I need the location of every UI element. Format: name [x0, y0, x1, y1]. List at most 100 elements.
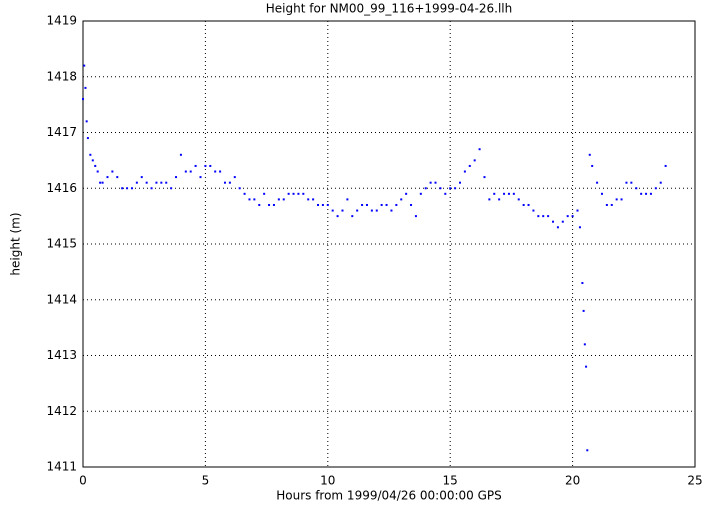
data-point [106, 176, 109, 179]
data-point [99, 181, 102, 184]
data-point [380, 203, 383, 206]
data-point [405, 192, 408, 195]
data-point [184, 170, 187, 173]
data-point [542, 215, 545, 218]
data-point [507, 192, 510, 195]
data-point [219, 170, 222, 173]
x-tick-label: 5 [202, 474, 210, 488]
data-point [605, 203, 608, 206]
data-point [370, 209, 373, 212]
data-point [620, 198, 623, 201]
data-point [532, 209, 535, 212]
data-point [126, 187, 129, 190]
data-point [473, 159, 476, 162]
data-point [272, 203, 275, 206]
data-point [654, 187, 657, 190]
data-point [468, 164, 471, 167]
data-point [204, 164, 207, 167]
data-point [150, 187, 153, 190]
x-tick-label: 10 [320, 474, 335, 488]
data-point [85, 120, 88, 123]
data-point [588, 153, 591, 156]
data-point [503, 192, 506, 195]
y-tick-label: 1411 [46, 460, 77, 474]
data-point [189, 170, 192, 173]
data-point [635, 187, 638, 190]
data-point [586, 449, 589, 452]
data-point [561, 220, 564, 223]
data-point [194, 164, 197, 167]
data-point [83, 64, 86, 67]
y-tick-label: 1415 [46, 237, 77, 251]
data-point [585, 365, 588, 368]
data-point [600, 192, 603, 195]
data-point [419, 192, 422, 195]
data-point [615, 198, 618, 201]
data-point [649, 192, 652, 195]
data-point [346, 198, 349, 201]
data-point [101, 181, 104, 184]
data-point [517, 198, 520, 201]
data-point [94, 164, 97, 167]
data-point [84, 86, 87, 89]
data-point [630, 181, 633, 184]
data-point [444, 192, 447, 195]
data-point [583, 343, 586, 346]
y-tick-label: 1418 [46, 69, 77, 83]
data-point [512, 192, 515, 195]
data-point [488, 198, 491, 201]
data-point [356, 209, 359, 212]
data-point [116, 176, 119, 179]
data-point [351, 215, 354, 218]
data-point [317, 203, 320, 206]
data-point [458, 181, 461, 184]
data-point [385, 203, 388, 206]
y-tick-label: 1413 [46, 348, 77, 362]
data-point [170, 187, 173, 190]
data-point [522, 203, 525, 206]
data-point [414, 215, 417, 218]
data-point [336, 215, 339, 218]
data-point [228, 181, 231, 184]
x-tick-label: 0 [79, 474, 87, 488]
data-point [321, 203, 324, 206]
data-point [625, 181, 628, 184]
y-tick-label: 1417 [46, 125, 77, 139]
y-axis-label: height (m) [9, 212, 23, 275]
data-point [214, 170, 217, 173]
data-point [307, 198, 310, 201]
data-point [341, 209, 344, 212]
data-point [493, 192, 496, 195]
y-tick-label: 1419 [46, 14, 77, 28]
data-point [179, 153, 182, 156]
data-point [375, 209, 378, 212]
data-point [552, 220, 555, 223]
data-point [390, 209, 393, 212]
data-point [640, 192, 643, 195]
data-point [96, 170, 99, 173]
data-point [175, 176, 178, 179]
y-tick-label: 1416 [46, 181, 77, 195]
x-axis-label: Hours from 1999/04/26 00:00:00 GPS [276, 489, 502, 503]
data-point [263, 192, 266, 195]
data-point [160, 181, 163, 184]
data-point [209, 164, 212, 167]
data-point [223, 181, 226, 184]
x-tick-label: 15 [443, 474, 458, 488]
data-point [578, 226, 581, 229]
data-point [365, 203, 368, 206]
data-point [292, 192, 295, 195]
data-point [449, 187, 452, 190]
data-point [483, 176, 486, 179]
data-point [582, 309, 585, 312]
data-point [121, 187, 124, 190]
data-point [439, 187, 442, 190]
chart-title: Height for NM00_99_116+1999-04-26.llh [266, 2, 512, 16]
data-point [89, 153, 92, 156]
data-point [248, 198, 251, 201]
data-point [537, 215, 540, 218]
data-point [566, 215, 569, 218]
data-point [429, 181, 432, 184]
data-point [135, 181, 138, 184]
